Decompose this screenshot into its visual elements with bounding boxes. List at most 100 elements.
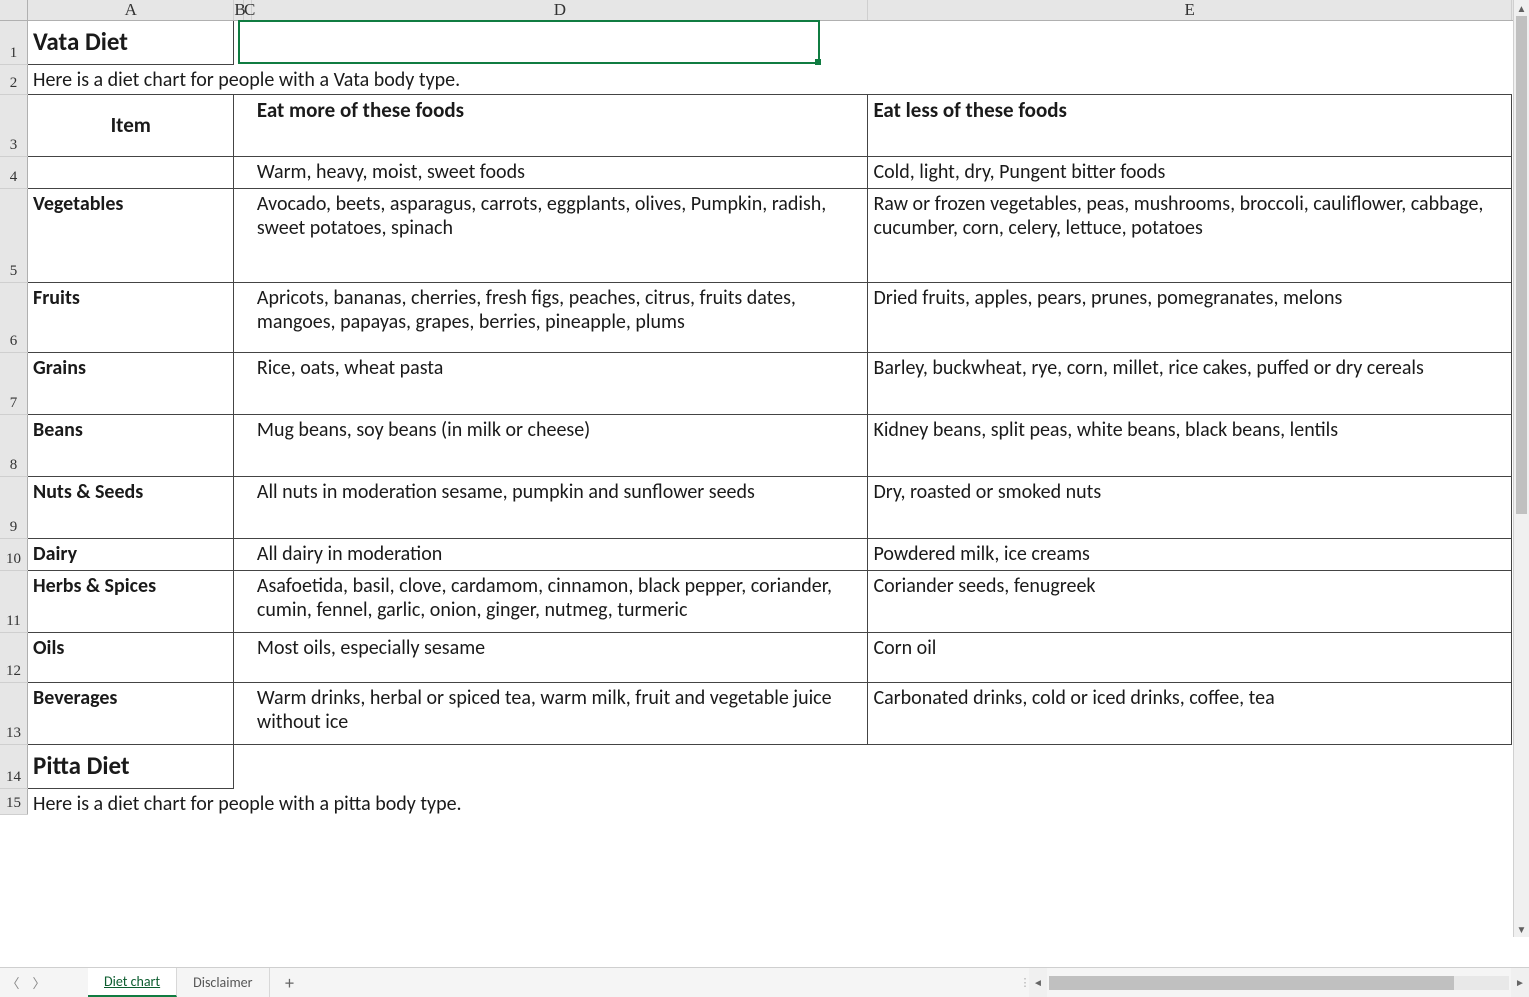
scroll-up-icon[interactable]: ▲	[1514, 0, 1529, 16]
cell-C10[interactable]	[243, 539, 251, 571]
row-header-12[interactable]: 12	[0, 633, 28, 683]
cell-D9[interactable]: All nuts in moderation sesame, pumpkin a…	[252, 477, 868, 539]
cell-C8[interactable]	[243, 415, 251, 477]
row-header-5[interactable]: 5	[0, 189, 28, 283]
cell-C3[interactable]	[243, 95, 251, 157]
cell-E13[interactable]: Carbonated drinks, cold or iced drinks, …	[868, 683, 1512, 745]
cell-A14[interactable]: Pitta Diet	[28, 745, 234, 789]
cell-B15[interactable]	[234, 789, 244, 815]
row-header-14[interactable]: 14	[0, 745, 28, 789]
cell-A5[interactable]: Vegetables	[28, 189, 234, 283]
row-header-4[interactable]: 4	[0, 157, 28, 189]
row-header-1[interactable]: 1	[0, 21, 28, 65]
cell-E14[interactable]	[868, 745, 1512, 789]
cell-E6[interactable]: Dried fruits, apples, pears, prunes, pom…	[868, 283, 1512, 353]
cell-D10[interactable]: All dairy in moderation	[252, 539, 868, 571]
cell-A12[interactable]: Oils	[28, 633, 234, 683]
tab-nav-prev-icon[interactable]: 〈	[0, 968, 26, 997]
cell-D15[interactable]	[252, 789, 868, 815]
cell-A13[interactable]: Beverages	[28, 683, 234, 745]
row-header-11[interactable]: 11	[0, 571, 28, 633]
hscroll-thumb[interactable]	[1049, 976, 1454, 990]
cell-B3[interactable]	[234, 95, 244, 157]
cell-E12[interactable]: Corn oil	[868, 633, 1512, 683]
add-sheet-button[interactable]: +	[270, 968, 310, 997]
row-6[interactable]: 6 Fruits Apricots, bananas, cherries, fr…	[0, 283, 1529, 353]
cell-B2[interactable]	[234, 65, 244, 95]
row-2[interactable]: 2 Here is a diet chart for people with a…	[0, 65, 1529, 95]
vscroll-thumb[interactable]	[1516, 16, 1527, 514]
cell-A1[interactable]: Vata Diet	[28, 21, 234, 65]
cell-B9[interactable]	[234, 477, 244, 539]
cell-E2[interactable]	[868, 65, 1512, 95]
cell-D8[interactable]: Mug beans, soy beans (in milk or cheese)	[252, 415, 868, 477]
cell-C15[interactable]	[243, 789, 251, 815]
cell-D12[interactable]: Most oils, especially sesame	[252, 633, 868, 683]
row-3[interactable]: 3 Item Eat more of these foods Eat less …	[0, 95, 1529, 157]
row-header-2[interactable]: 2	[0, 65, 28, 95]
row-14[interactable]: 14 Pitta Diet	[0, 745, 1529, 789]
row-13[interactable]: 13 Beverages Warm drinks, herbal or spic…	[0, 683, 1529, 745]
cell-D13[interactable]: Warm drinks, herbal or spiced tea, warm …	[252, 683, 868, 745]
row-11[interactable]: 11 Herbs & Spices Asafoetida, basil, clo…	[0, 571, 1529, 633]
col-header-E[interactable]: E	[868, 0, 1512, 21]
cell-D5[interactable]: Avocado, beets, asparagus, carrots, eggp…	[252, 189, 868, 283]
tab-nav-next-icon[interactable]: 〉	[26, 968, 52, 997]
cell-C4[interactable]	[243, 157, 251, 189]
scroll-right-icon[interactable]: ►	[1511, 968, 1529, 997]
cell-B14[interactable]	[234, 745, 244, 789]
sheet-tab-disclaimer[interactable]: Disclaimer	[177, 968, 269, 997]
cell-D11[interactable]: Asafoetida, basil, clove, cardamom, cinn…	[252, 571, 868, 633]
cell-B1[interactable]	[234, 21, 244, 65]
cell-D2[interactable]	[252, 65, 868, 95]
cell-A8[interactable]: Beans	[28, 415, 234, 477]
horizontal-scrollbar[interactable]: ⋮ ◄ ►	[1021, 968, 1529, 997]
row-1[interactable]: 1 Vata Diet	[0, 21, 1529, 65]
row-12[interactable]: 12 Oils Most oils, especially sesame Cor…	[0, 633, 1529, 683]
cell-E8[interactable]: Kidney beans, split peas, white beans, b…	[868, 415, 1512, 477]
cell-C5[interactable]	[243, 189, 251, 283]
cell-A3[interactable]: Item	[28, 95, 234, 157]
row-10[interactable]: 10 Dairy All dairy in moderation Powdere…	[0, 539, 1529, 571]
cell-B12[interactable]	[234, 633, 244, 683]
row-header-9[interactable]: 9	[0, 477, 28, 539]
cell-B8[interactable]	[234, 415, 244, 477]
cell-B5[interactable]	[234, 189, 244, 283]
cell-E9[interactable]: Dry, roasted or smoked nuts	[868, 477, 1512, 539]
cell-B4[interactable]	[234, 157, 244, 189]
row-15[interactable]: 15 Here is a diet chart for people with …	[0, 789, 1529, 815]
cell-C1[interactable]	[243, 21, 251, 65]
cell-A2[interactable]: Here is a diet chart for people with a V…	[28, 65, 234, 95]
scroll-down-icon[interactable]: ▼	[1514, 921, 1529, 937]
vertical-scrollbar[interactable]: ▲ ▼	[1513, 0, 1529, 937]
cell-C9[interactable]	[243, 477, 251, 539]
row-header-13[interactable]: 13	[0, 683, 28, 745]
cell-E11[interactable]: Coriander seeds, fenugreek	[868, 571, 1512, 633]
row-header-6[interactable]: 6	[0, 283, 28, 353]
cell-C13[interactable]	[243, 683, 251, 745]
row-header-8[interactable]: 8	[0, 415, 28, 477]
row-9[interactable]: 9 Nuts & Seeds All nuts in moderation se…	[0, 477, 1529, 539]
cell-B13[interactable]	[234, 683, 244, 745]
cell-B10[interactable]	[234, 539, 244, 571]
cell-C7[interactable]	[243, 353, 251, 415]
cell-C14[interactable]	[243, 745, 251, 789]
row-header-10[interactable]: 10	[0, 539, 28, 571]
cell-A6[interactable]: Fruits	[28, 283, 234, 353]
cell-A10[interactable]: Dairy	[28, 539, 234, 571]
cell-E7[interactable]: Barley, buckwheat, rye, corn, millet, ri…	[868, 353, 1512, 415]
cell-D14[interactable]	[252, 745, 868, 789]
cell-A7[interactable]: Grains	[28, 353, 234, 415]
vscroll-track[interactable]	[1514, 16, 1529, 921]
cell-D3[interactable]: Eat more of these foods	[252, 95, 868, 157]
cell-D6[interactable]: Apricots, bananas, cherries, fresh figs,…	[252, 283, 868, 353]
cell-D4[interactable]: Warm, heavy, moist, sweet foods	[252, 157, 868, 189]
grid-area[interactable]: A B C D E 1 Vata Diet 2 Here is a diet	[0, 0, 1529, 967]
tab-split-handle-icon[interactable]: ⋮	[1021, 976, 1029, 989]
row-5[interactable]: 5 Vegetables Avocado, beets, asparagus, …	[0, 189, 1529, 283]
hscroll-track[interactable]	[1049, 976, 1509, 990]
worksheet-grid[interactable]: A B C D E 1 Vata Diet 2 Here is a diet	[0, 0, 1529, 815]
cell-E1[interactable]	[868, 21, 1512, 65]
scroll-left-icon[interactable]: ◄	[1029, 968, 1047, 997]
cell-D1[interactable]	[252, 21, 868, 65]
